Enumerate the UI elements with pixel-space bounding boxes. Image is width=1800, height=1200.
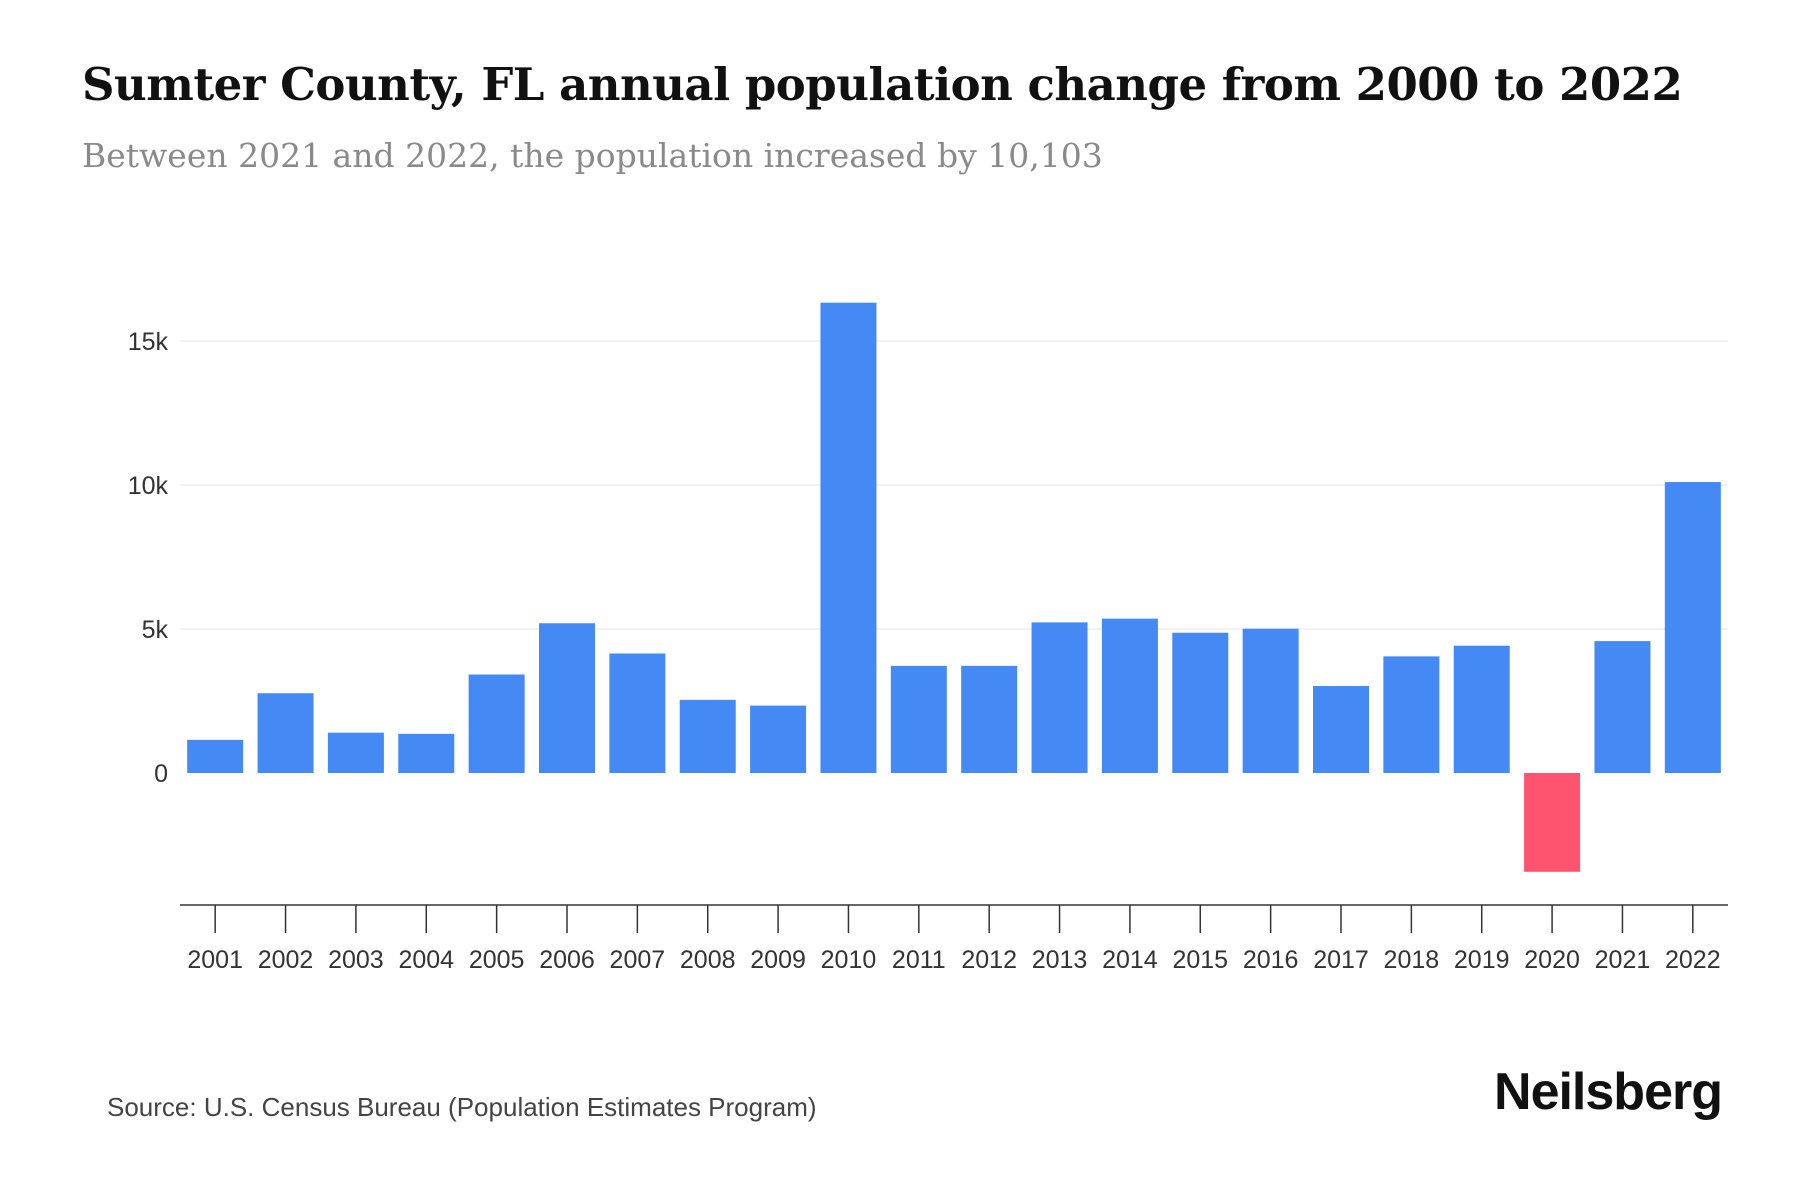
bar-2017 <box>1313 686 1369 773</box>
y-tick-label-0: 0 <box>154 760 168 788</box>
bar-2012 <box>961 665 1018 773</box>
chart-subtitle: Between 2021 and 2022, the population in… <box>82 136 1103 175</box>
x-tick-label-2014: 2014 <box>1102 946 1158 974</box>
brand-logo: Neilsberg <box>1494 1063 1723 1121</box>
y-axis-labels: 0 5k 10k 15k <box>128 328 169 788</box>
bar-2020 <box>1524 773 1581 872</box>
source-note: Source: U.S. Census Bureau (Population E… <box>107 1092 817 1122</box>
x-tick-label-2002: 2002 <box>258 946 314 974</box>
x-tick-label-2011: 2011 <box>892 946 946 974</box>
x-tick-label-2006: 2006 <box>539 946 595 974</box>
bar-2022 <box>1664 482 1721 773</box>
bar-2001 <box>187 739 244 773</box>
x-tick-label-2016: 2016 <box>1243 946 1299 974</box>
y-tick-label-5k: 5k <box>142 616 169 644</box>
bar-2005 <box>468 674 525 773</box>
x-tick-label-2004: 2004 <box>398 946 454 974</box>
bar-2016 <box>1242 628 1299 773</box>
bar-2004 <box>398 733 455 773</box>
bar-2011 <box>890 665 947 773</box>
x-tick-label-2009: 2009 <box>750 946 806 974</box>
bar-2007 <box>609 653 666 773</box>
x-tick-label-2020: 2020 <box>1524 946 1580 974</box>
chart-title: Sumter County, FL annual population chan… <box>82 58 1683 111</box>
x-tick-label-2017: 2017 <box>1313 946 1369 974</box>
bar-2006 <box>539 623 595 773</box>
x-axis <box>180 904 1728 933</box>
bar-2003 <box>327 732 384 773</box>
y-tick-label-10k: 10k <box>128 472 169 500</box>
bar-2009 <box>750 705 807 773</box>
x-tick-label-2021: 2021 <box>1595 946 1651 974</box>
grid-lines <box>180 340 1728 630</box>
x-tick-label-2022: 2022 <box>1665 946 1721 974</box>
bars <box>187 302 1721 872</box>
x-tick-label-2015: 2015 <box>1172 946 1228 974</box>
bar-2002 <box>257 693 314 773</box>
bar-2008 <box>679 699 736 773</box>
x-tick-label-2001: 2001 <box>187 946 243 974</box>
bar-2015 <box>1172 632 1229 773</box>
x-tick-label-2008: 2008 <box>680 946 736 974</box>
bar-2021 <box>1594 641 1651 773</box>
bar-2019 <box>1453 645 1510 773</box>
x-tick-label-2010: 2010 <box>821 946 877 974</box>
x-axis-labels: 2001 2002 2003 2004 2005 2006 2007 2008 2009 2010… <box>187 946 1720 974</box>
x-tick-label-2003: 2003 <box>328 946 384 974</box>
x-tick-label-2012: 2012 <box>961 946 1017 974</box>
x-tick-label-2013: 2013 <box>1032 946 1088 974</box>
x-tick-label-2018: 2018 <box>1384 946 1440 974</box>
x-tick-label-2019: 2019 <box>1454 946 1510 974</box>
x-tick-label-2005: 2005 <box>469 946 525 974</box>
bar-2010 <box>820 302 877 773</box>
y-tick-label-15k: 15k <box>128 328 169 356</box>
bar-2013 <box>1031 622 1088 773</box>
bar-2014 <box>1101 618 1158 773</box>
bar-2018 <box>1383 656 1440 773</box>
x-tick-label-2007: 2007 <box>610 946 666 974</box>
